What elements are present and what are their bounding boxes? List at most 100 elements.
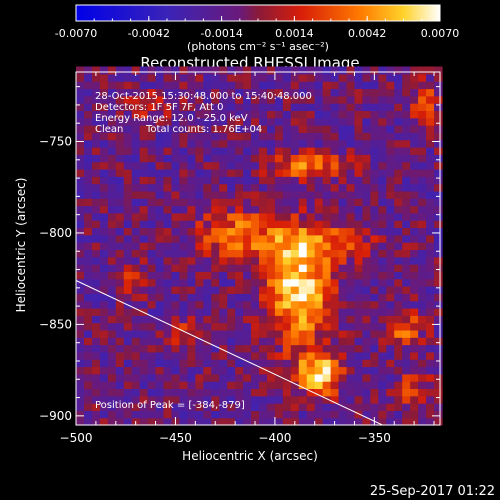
heatmap-cell [378,132,387,141]
heatmap-cell [410,132,419,141]
heatmap-cell [155,234,165,243]
heatmap-cell [76,88,85,97]
heatmap-cell [298,220,308,229]
heatmap-cell [147,381,157,390]
heatmap-cell [282,154,292,163]
heatmap-cell [394,139,403,148]
heatmap-cell [322,351,332,360]
heatmap-cell [147,212,157,221]
heatmap-cell [258,271,268,280]
heatmap-cell [179,359,188,368]
heatmap-cell [434,285,443,294]
heatmap-cell [338,351,348,360]
heatmap-cell [330,278,340,287]
heatmap-cell [370,359,379,368]
heatmap-cell [322,168,332,177]
heatmap-cell [187,293,196,302]
heatmap-cell [290,249,300,258]
heatmap-cell [274,146,284,155]
heatmap-cell [227,388,236,397]
heatmap-cell [171,403,181,411]
heatmap-cell [346,329,356,338]
heatmap-cell [402,344,411,353]
heatmap-cell [370,146,379,155]
heatmap-cell [314,315,324,324]
heatmap-cell [346,285,356,294]
heatmap-cell [322,198,332,207]
heatmap-cell [386,307,395,316]
heatmap-cell [426,359,435,368]
heatmap-cell [187,315,196,324]
heatmap-cell [338,366,348,375]
heatmap-cell [282,81,292,90]
heatmap-cell [338,110,348,119]
heatmap-cell [179,300,188,309]
heatmap-cell [115,388,125,397]
heatmap-cell [155,66,165,75]
heatmap-cell [410,161,419,170]
x-tick-label: −400 [258,431,291,445]
heatmap-cell [155,81,165,90]
heatmap-cell [314,395,324,404]
heatmap-cell [322,227,332,236]
heatmap-cell [282,234,292,243]
heatmap-cell [115,220,125,229]
heatmap-cell [155,103,165,112]
heatmap-cell [386,125,395,133]
heatmap-cell [211,403,220,411]
heatmap-cell [394,227,403,236]
heatmap-cell [99,198,109,207]
heatmap-cell [211,132,220,141]
heatmap-cell [266,344,276,353]
heatmap-cell [147,73,157,82]
heatmap-cell [298,168,308,177]
heatmap-cell [243,234,252,243]
heatmap-cell [163,132,173,141]
heatmap-cell [346,125,356,133]
heatmap-cell [434,315,443,324]
heatmap-cell [123,410,133,419]
heatmap-cell [91,132,101,141]
heatmap-cell [83,388,93,397]
heatmap-cell [163,366,173,375]
heatmap-cell [378,300,387,309]
heatmap-cell [211,293,220,302]
heatmap-cell [131,307,141,316]
heatmap-cell [227,271,236,280]
heatmap-cell [282,256,292,265]
heatmap-cell [123,403,133,411]
heatmap-cell [235,278,244,287]
heatmap-cell [139,205,149,214]
heatmap-cell [370,410,379,419]
heatmap-cell [314,373,324,382]
heatmap-cell [107,168,117,177]
heatmap-cell [251,190,260,199]
heatmap-cell [274,351,284,360]
heatmap-cell [211,242,220,251]
heatmap-cell [402,329,411,338]
heatmap-cell [123,234,133,243]
heatmap-cell [274,403,284,411]
heatmap-cell [203,300,212,309]
heatmap-cell [290,154,300,163]
heatmap-cell [163,183,173,192]
heatmap-cell [290,381,300,390]
heatmap-cell [83,205,93,214]
heatmap-cell [107,132,117,141]
heatmap-cell [290,139,300,148]
heatmap-cell [290,183,300,192]
heatmap-cell [115,66,125,75]
heatmap-cell [306,271,316,280]
heatmap-cell [362,285,371,294]
heatmap-cell [306,403,316,411]
heatmap-cell [394,190,403,199]
heatmap-cell [418,249,427,258]
heatmap-cell [338,132,348,141]
heatmap-cell [354,351,364,360]
heatmap-cell [235,315,244,324]
heatmap-cell [195,264,204,272]
heatmap-cell [386,344,395,353]
heatmap-cell [298,410,308,419]
heatmap-cell [394,220,403,229]
heatmap-cell [123,154,133,163]
